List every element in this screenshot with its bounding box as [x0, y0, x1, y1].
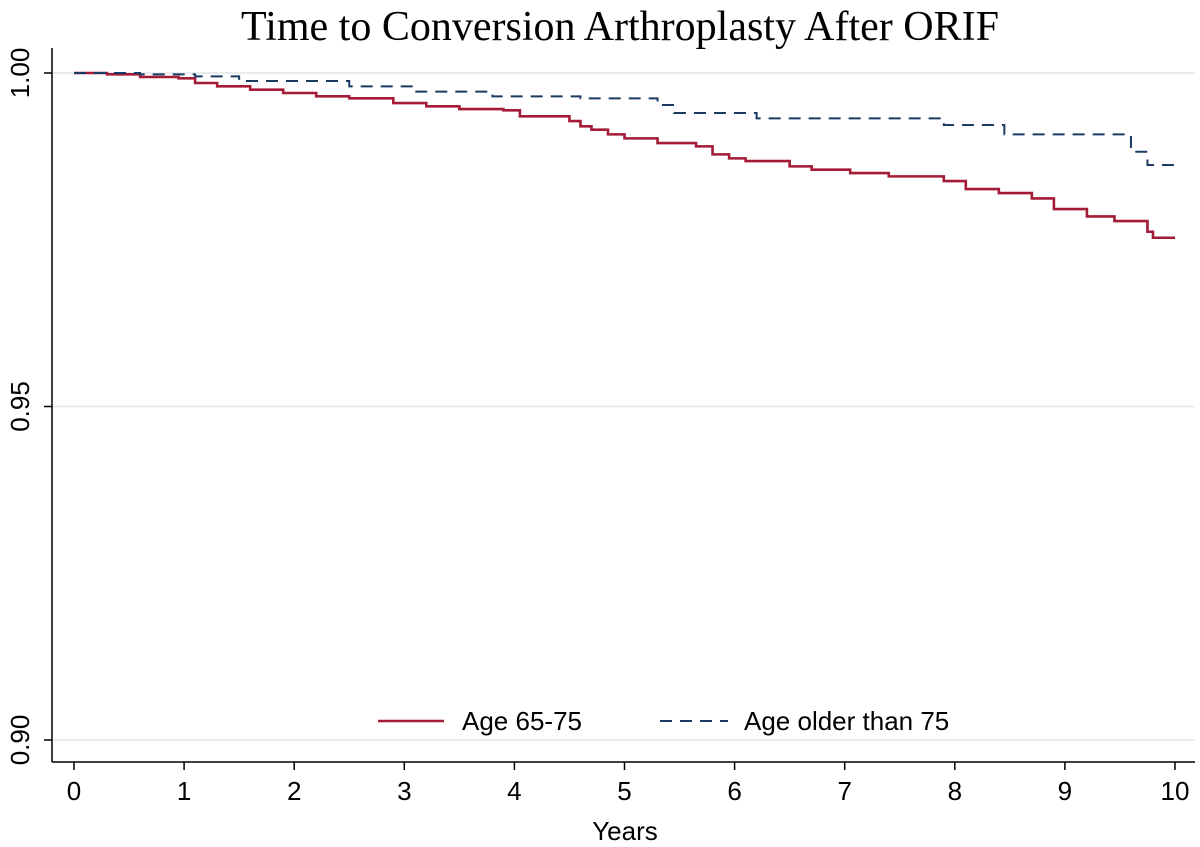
x-tick-label-10: 10 — [1161, 776, 1190, 806]
series-group — [74, 71, 1175, 240]
series-line-1 — [74, 72, 1175, 167]
x-tick-label-0: 0 — [67, 776, 81, 806]
chart-title: Time to Conversion Arthroplasty After OR… — [241, 4, 999, 50]
y-tick-label-1: 0.95 — [5, 381, 35, 432]
x-tick-label-3: 3 — [397, 776, 411, 806]
y-tick-label-2: 1.00 — [5, 48, 35, 99]
x-tick-label-1: 1 — [177, 776, 191, 806]
legend-label-0: Age 65-75 — [462, 706, 582, 736]
series-line-0 — [74, 71, 1175, 240]
x-tick-label-8: 8 — [948, 776, 962, 806]
legend-label-1: Age older than 75 — [744, 706, 949, 736]
x-tick-label-6: 6 — [727, 776, 741, 806]
y-tick-label-0: 0.90 — [5, 715, 35, 766]
x-tick-label-4: 4 — [507, 776, 521, 806]
axes: 0 1 2 3 4 5 6 7 8 9 10 0.90 0.95 1.00 — [5, 48, 1195, 806]
x-tick-label-2: 2 — [287, 776, 301, 806]
grid-lines — [52, 72, 1195, 741]
x-axis-label: Years — [592, 816, 658, 846]
x-tick-label-9: 9 — [1058, 776, 1072, 806]
legend: Age 65-75 Age older than 75 — [378, 706, 949, 736]
x-tick-label-7: 7 — [837, 776, 851, 806]
x-tick-label-5: 5 — [617, 776, 631, 806]
